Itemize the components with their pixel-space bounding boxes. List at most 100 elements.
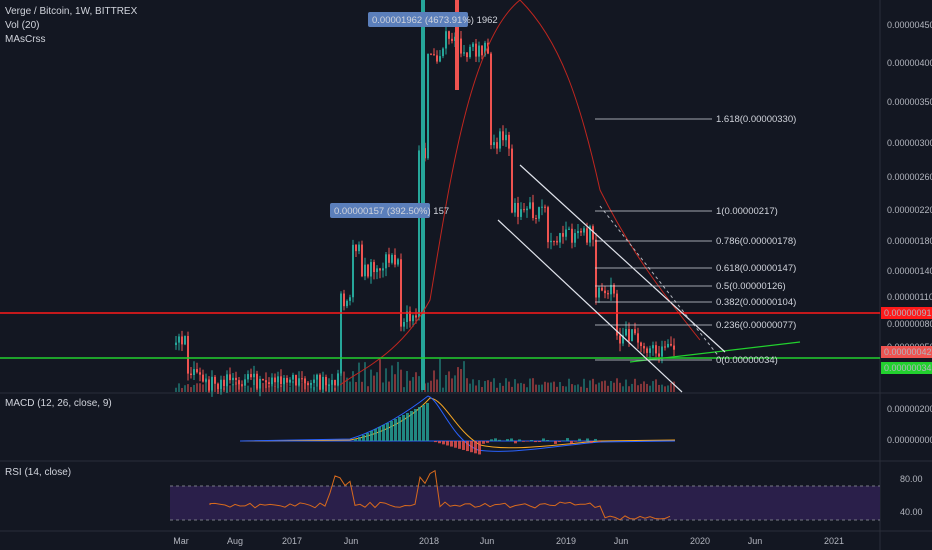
time-axis-tick: Jun xyxy=(480,536,495,546)
volume-bar xyxy=(502,385,504,392)
volume-bar xyxy=(538,384,540,392)
volume-bar xyxy=(547,382,549,392)
volume-bar xyxy=(616,378,618,392)
volume-bar xyxy=(319,385,321,392)
candle-body xyxy=(589,226,591,243)
candle-body xyxy=(199,372,201,375)
candle-body xyxy=(247,374,249,380)
candle-body xyxy=(478,45,480,57)
candle-body xyxy=(448,31,450,39)
volume-bar xyxy=(508,381,510,392)
volume-bar xyxy=(190,387,192,392)
macd-histogram-bar xyxy=(562,440,565,441)
volume-bar xyxy=(412,377,414,392)
candle-body xyxy=(622,335,624,344)
volume-bar xyxy=(673,381,675,392)
volume-bar xyxy=(229,385,231,392)
volume-bar xyxy=(595,384,597,392)
volume-bar xyxy=(427,382,429,392)
measure-label-box xyxy=(330,203,430,218)
candle-body xyxy=(442,48,444,57)
candle-body xyxy=(256,373,258,389)
candle-body xyxy=(514,202,516,213)
candle-body xyxy=(250,374,252,378)
volume-bar xyxy=(265,381,267,392)
candle-body xyxy=(277,376,279,383)
fib-level-label: 0.382(0.00000104) xyxy=(716,297,796,308)
fib-level-label: 0(0.00000034) xyxy=(716,355,778,366)
volume-bar xyxy=(640,383,642,392)
candle-body xyxy=(481,45,483,56)
volume-bar xyxy=(187,384,189,392)
candle-body xyxy=(340,293,342,374)
candle-body xyxy=(619,335,621,344)
volume-bar xyxy=(454,375,456,392)
candle-body xyxy=(196,369,198,373)
volume-bar xyxy=(457,367,459,392)
candle-body xyxy=(427,53,429,159)
price-tag xyxy=(881,307,932,319)
volume-bar xyxy=(484,381,486,392)
candle-body xyxy=(664,346,666,348)
candle-body xyxy=(421,0,425,390)
macd-histogram-bar xyxy=(574,441,577,442)
candle-body xyxy=(373,262,375,273)
volume-bar xyxy=(511,386,513,392)
macd-histogram-bar xyxy=(458,441,461,449)
time-axis-tick: Aug xyxy=(227,536,243,546)
volume-bar xyxy=(529,378,531,392)
volume-bar xyxy=(301,382,303,392)
volume-bar xyxy=(613,382,615,392)
rsi-indicator-label[interactable]: RSI (14, close) xyxy=(5,467,72,478)
volume-bar xyxy=(478,380,480,392)
volume-bar xyxy=(493,378,495,392)
candle-body xyxy=(526,208,528,211)
candle-body xyxy=(655,345,657,354)
channel-top-line xyxy=(519,164,726,353)
signal-line xyxy=(239,397,676,449)
candle-body xyxy=(187,336,189,374)
macd-histogram-bar xyxy=(422,405,425,441)
time-axis-tick: 2020 xyxy=(690,536,710,546)
volume-bar xyxy=(607,385,609,392)
candle-body xyxy=(598,287,600,298)
volume-bar xyxy=(286,384,288,392)
candle-body xyxy=(577,231,579,234)
volume-bar xyxy=(409,380,411,392)
volume-bar xyxy=(271,382,273,392)
candle-body xyxy=(553,240,555,242)
macd-histogram-bar xyxy=(490,439,493,441)
volume-bar xyxy=(448,371,450,392)
fib-level-label: 1(0.00000217) xyxy=(716,206,778,217)
macd-histogram-bar xyxy=(414,409,417,441)
volume-bar xyxy=(523,383,525,392)
candle-body xyxy=(535,218,537,220)
volume-bar xyxy=(517,383,519,392)
price-axis-tick: 0.00000180 xyxy=(887,236,932,246)
macd-histogram-bar xyxy=(522,441,525,442)
price-tag xyxy=(881,362,932,374)
candle-body xyxy=(355,244,357,252)
candle-body xyxy=(637,333,639,343)
candle-body xyxy=(367,264,369,277)
volume-indicator-label[interactable]: Vol (20) xyxy=(5,20,40,31)
ma-line xyxy=(339,0,701,386)
candle-body xyxy=(265,380,267,383)
volume-bar xyxy=(604,380,606,392)
volume-bar xyxy=(214,379,216,392)
macd-histogram-bar xyxy=(466,441,469,452)
candle-body xyxy=(601,287,603,291)
volume-bar xyxy=(226,384,228,392)
volume-bar xyxy=(658,384,660,392)
candle-body xyxy=(286,377,288,383)
ma-cross-indicator-label[interactable]: MAsCrss xyxy=(5,34,46,45)
candle-body xyxy=(298,378,300,386)
volume-bar xyxy=(238,380,240,392)
volume-bar xyxy=(220,380,222,392)
volume-bar xyxy=(598,382,600,392)
candle-body xyxy=(403,322,405,327)
volume-bar xyxy=(451,378,453,392)
macd-indicator-label[interactable]: MACD (12, 26, close, 9) xyxy=(5,398,112,409)
candle-body xyxy=(550,240,552,243)
